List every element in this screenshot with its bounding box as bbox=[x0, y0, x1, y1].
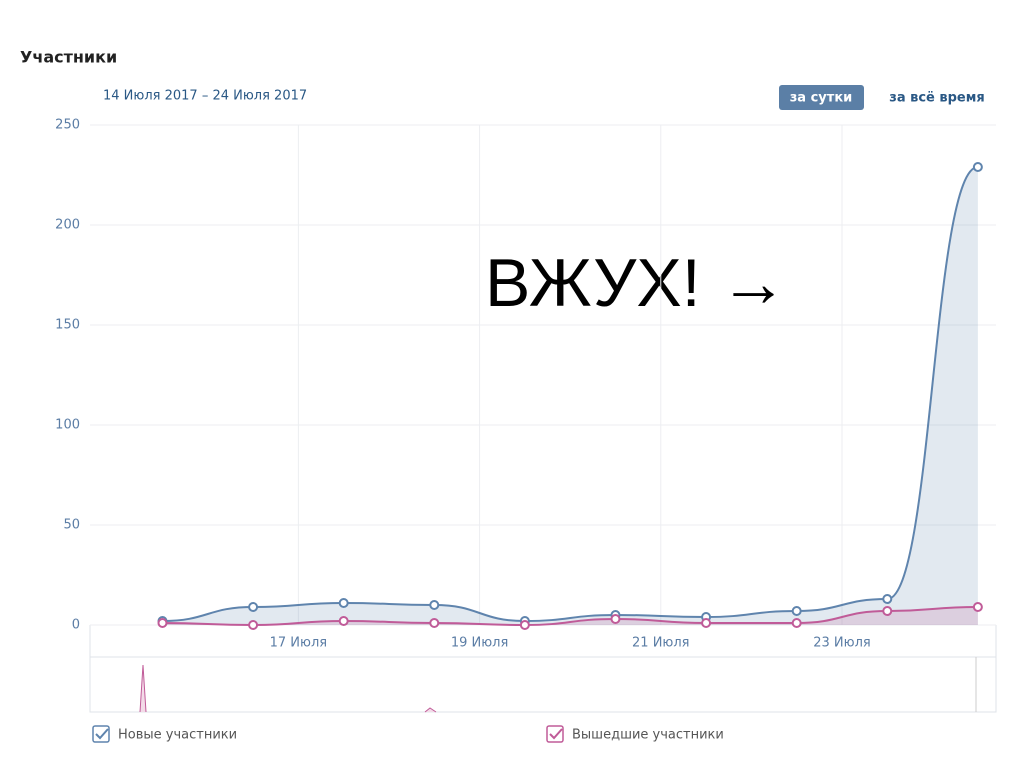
data-point[interactable] bbox=[882, 606, 893, 616]
y-tick-label: 50 bbox=[63, 518, 80, 533]
data-point[interactable] bbox=[519, 620, 530, 630]
data-point[interactable] bbox=[701, 618, 712, 628]
series-line bbox=[162, 166, 979, 623]
data-point[interactable] bbox=[429, 600, 440, 610]
annotation: ВЖУХ! → bbox=[485, 245, 787, 321]
data-point[interactable] bbox=[248, 602, 259, 612]
legend-check bbox=[95, 728, 109, 740]
data-point[interactable] bbox=[972, 162, 983, 172]
legend-check bbox=[549, 728, 563, 740]
series-area bbox=[162, 167, 978, 625]
day-button-bg[interactable] bbox=[779, 85, 864, 110]
legend-label[interactable]: Новые участники bbox=[118, 728, 237, 743]
data-point[interactable] bbox=[610, 614, 621, 624]
x-tick-label: 23 Июля bbox=[813, 636, 870, 651]
data-point[interactable] bbox=[157, 618, 168, 628]
y-tick-label: 250 bbox=[55, 118, 80, 133]
x-tick-label: 17 Июля bbox=[270, 636, 327, 651]
data-point[interactable] bbox=[429, 618, 440, 628]
data-point[interactable] bbox=[338, 598, 349, 608]
legend-checkbox[interactable] bbox=[92, 725, 110, 743]
day-button[interactable]: за сутки bbox=[790, 91, 853, 106]
chart-title: Участники bbox=[20, 48, 117, 67]
y-tick-label: 0 bbox=[72, 618, 80, 633]
data-point[interactable] bbox=[972, 602, 983, 612]
y-tick-label: 200 bbox=[55, 218, 80, 233]
series-area bbox=[162, 607, 978, 625]
data-point[interactable] bbox=[338, 616, 349, 626]
series-line bbox=[162, 606, 978, 627]
legend-checkbox[interactable] bbox=[546, 725, 564, 743]
data-point[interactable] bbox=[882, 594, 893, 604]
x-tick-label: 21 Июля bbox=[632, 636, 689, 651]
data-point[interactable] bbox=[791, 618, 802, 628]
data-point[interactable] bbox=[791, 606, 802, 616]
y-tick-label: 150 bbox=[55, 318, 80, 333]
x-tick-label: 19 Июля bbox=[451, 636, 508, 651]
data-point[interactable] bbox=[248, 620, 259, 630]
all-time-button[interactable]: за всё время bbox=[889, 91, 984, 106]
date-range: 14 Июля 2017 – 24 Июля 2017 bbox=[103, 89, 307, 104]
legend-label[interactable]: Вышедшие участники bbox=[572, 728, 724, 743]
navigator-preview bbox=[139, 664, 437, 713]
y-tick-label: 100 bbox=[55, 418, 80, 433]
navigator[interactable] bbox=[89, 656, 997, 713]
